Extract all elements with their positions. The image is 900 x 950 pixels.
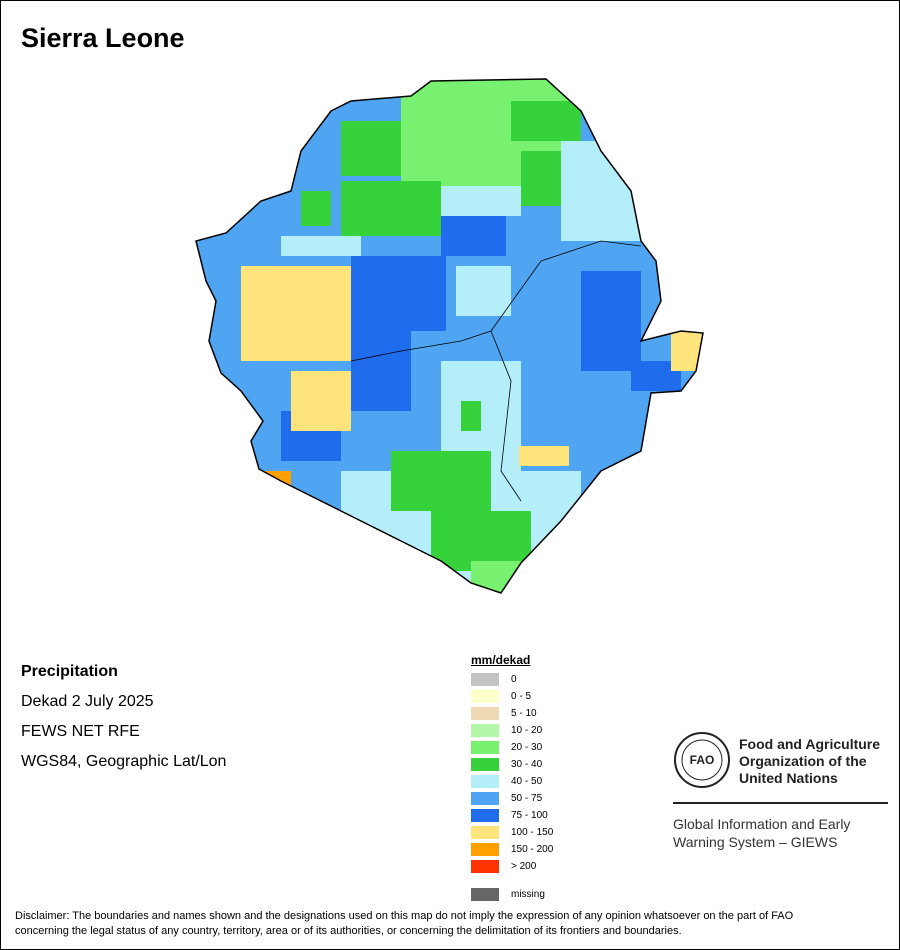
giews-line: Warning System – GIEWS: [673, 834, 838, 850]
legend-label: 0: [511, 674, 517, 685]
legend-item: 5 - 10: [471, 705, 553, 722]
legend-label: 30 - 40: [511, 759, 543, 770]
legend-swatch: [471, 775, 499, 788]
divider: [673, 802, 888, 804]
disclaimer-line: concerning the legal status of any count…: [15, 925, 682, 937]
legend-swatch: [471, 888, 499, 901]
legend-swatch: [471, 707, 499, 720]
legend-swatch: [471, 826, 499, 839]
legend-item: 20 - 30: [471, 739, 553, 756]
legend-label: 100 - 150: [511, 827, 554, 838]
org-name-line: Organization of the: [739, 753, 867, 769]
legend-item: 150 - 200: [471, 841, 553, 858]
svg-text:FAO: FAO: [690, 753, 715, 767]
legend-label: 20 - 30: [511, 742, 543, 753]
legend-item: > 200: [471, 858, 553, 875]
org-name-line: United Nations: [739, 770, 838, 786]
legend-label: 40 - 50: [511, 776, 543, 787]
legend-label: 50 - 75: [511, 793, 543, 804]
legend-title: mm/dekad: [471, 653, 531, 667]
giews-label: Global Information and Early Warning Sys…: [673, 815, 850, 851]
legend-item: 0: [471, 671, 553, 688]
organization-name: Food and Agriculture Organization of the…: [739, 736, 880, 787]
legend-label: 150 - 200: [511, 844, 554, 855]
legend: mm/dekad 0 0 - 5 5 - 10 10 - 20 20 - 30 30 - …: [471, 653, 553, 903]
legend-label: 75 - 100: [511, 810, 548, 821]
legend-label: 10 - 20: [511, 725, 543, 736]
legend-item: 75 - 100: [471, 807, 553, 824]
legend-item: 0 - 5: [471, 688, 553, 705]
legend-swatch: [471, 860, 499, 873]
legend-item-missing: missing: [471, 886, 553, 903]
legend-item: 10 - 20: [471, 722, 553, 739]
period-label: Dekad 2 July 2025: [21, 693, 154, 710]
legend-label: 0 - 5: [511, 691, 532, 702]
disclaimer-line: Disclaimer: The boundaries and names sho…: [15, 910, 794, 922]
legend-swatch: [471, 690, 499, 703]
legend-swatch: [471, 792, 499, 805]
giews-line: Global Information and Early: [673, 816, 851, 832]
legend-swatch: [471, 843, 499, 856]
legend-swatch: [471, 758, 499, 771]
variable-label: Precipitation: [21, 663, 118, 680]
legend-item: 30 - 40: [471, 756, 553, 773]
country-border: [195, 78, 704, 594]
map-title: Sierra Leone: [21, 23, 185, 53]
legend-item: 40 - 50: [471, 773, 553, 790]
fao-logo-icon: FAO: [674, 732, 730, 788]
legend-label: > 200: [511, 861, 537, 872]
org-name-line: Food and Agriculture: [739, 736, 881, 752]
legend-label: missing: [511, 889, 545, 900]
legend-item: 50 - 75: [471, 790, 553, 807]
disclaimer: Disclaimer: The boundaries and names sho…: [15, 909, 885, 939]
legend-swatch: [471, 809, 499, 822]
map-info: Precipitation Dekad 2 July 2025 FEWS NET…: [21, 657, 226, 777]
precipitation-map: [195, 78, 704, 594]
source-label: FEWS NET RFE: [21, 723, 140, 740]
legend-item: 100 - 150: [471, 824, 553, 841]
legend-swatch: [471, 673, 499, 686]
legend-label: 5 - 10: [511, 708, 537, 719]
province-boundaries: [350, 240, 642, 502]
legend-swatch: [471, 741, 499, 754]
rainfall-grid: [196, 79, 703, 593]
legend-swatch: [471, 724, 499, 737]
projection-label: WGS84, Geographic Lat/Lon: [21, 753, 227, 770]
